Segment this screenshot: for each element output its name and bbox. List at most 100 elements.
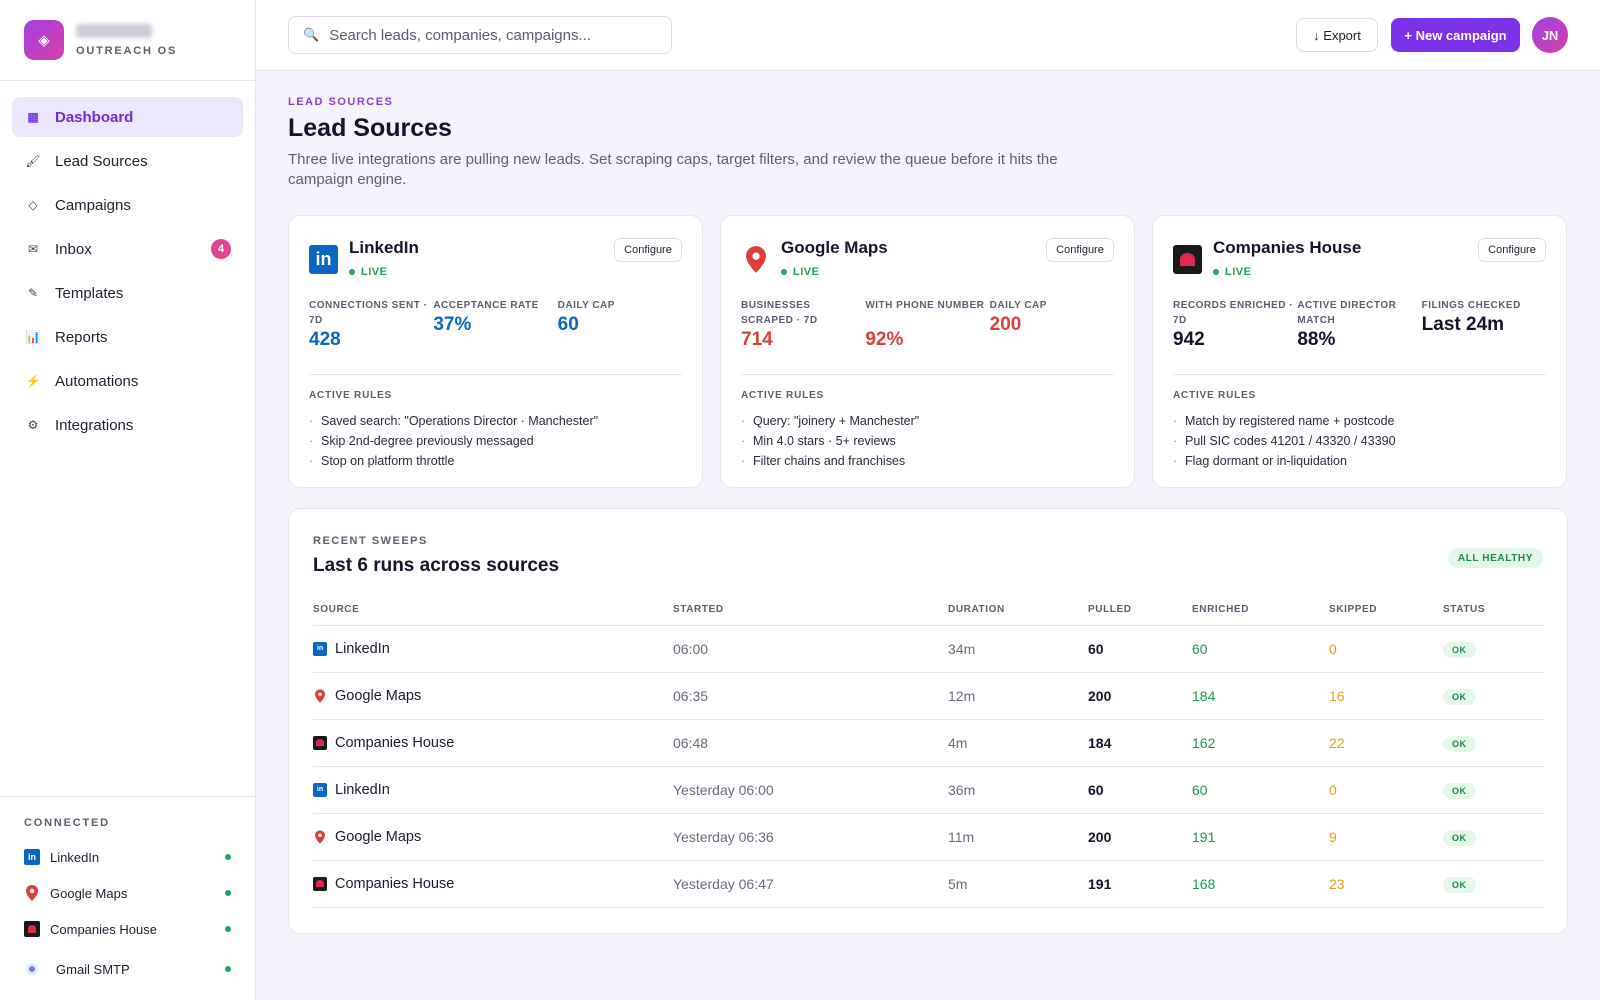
card-header: Google Maps LIVE Configure <box>741 238 1114 298</box>
source-cell: Companies House <box>313 876 673 892</box>
nav-item-templates[interactable]: ✎ Templates <box>12 273 243 313</box>
rules-title: ACTIVE RULES <box>309 390 392 401</box>
nav-item-dashboard[interactable]: ▦ Dashboard <box>12 97 243 137</box>
rule-item: Filter chains and franchises <box>741 451 1114 471</box>
connected-item-label: Companies House <box>50 921 157 937</box>
column-header[interactable]: SKIPPED <box>1329 595 1443 626</box>
connected-title: CONNECTED <box>24 817 110 829</box>
table-row[interactable]: Companies House 06:48 4m 184 162 22 OK <box>313 719 1544 767</box>
connected-item-gmail-smtp[interactable]: Gmail SMTP <box>24 951 231 987</box>
envelope-icon: ✉ <box>27 242 39 256</box>
brand-subtitle: OUTREACH OS <box>76 44 178 57</box>
metric-label: WITH PHONE NUMBER <box>865 300 985 311</box>
status-badge: OK <box>1443 829 1476 846</box>
divider <box>309 374 682 375</box>
started-cell: Yesterday 06:47 <box>673 860 948 908</box>
metric: DAILY CAP 60 <box>558 298 682 368</box>
nav-item-label: Campaigns <box>55 196 131 214</box>
pulled-cell: 60 <box>1088 625 1192 673</box>
bar-chart-icon: 📊 <box>25 330 41 344</box>
status-dot-icon <box>225 926 231 932</box>
enriched-cell: 60 <box>1192 625 1329 673</box>
table-row[interactable]: Google Maps 06:35 12m 200 184 16 OK <box>313 672 1544 720</box>
status-dot-icon <box>225 890 231 896</box>
brand-logo-icon: ◈ <box>24 20 64 60</box>
metric-label: DAILY CAP <box>557 300 615 311</box>
rules-title: ACTIVE RULES <box>1173 390 1256 401</box>
metric-label: ACTIVE DIRECTOR MATCH <box>1297 300 1397 326</box>
metric-value: Last 24m <box>1421 314 1505 335</box>
table-row[interactable]: Google Maps Yesterday 06:36 11m 200 191 … <box>313 813 1544 861</box>
search-box[interactable]: 🔍 <box>288 16 672 54</box>
nav-item-automations[interactable]: ⚡ Automations <box>12 361 243 401</box>
brand[interactable]: ◈ OUTREACH OS <box>0 0 255 81</box>
configure-button[interactable]: Configure <box>1046 238 1114 262</box>
pulled-cell: 184 <box>1088 719 1192 767</box>
nav-item-campaigns[interactable]: ◇ Campaigns <box>12 185 243 225</box>
column-header[interactable]: DURATION <box>948 595 1088 626</box>
connected-item-linkedin[interactable]: in LinkedIn <box>24 839 231 875</box>
export-button[interactable]: ↓ Export <box>1296 18 1378 52</box>
source-status: LIVE <box>1213 266 1251 278</box>
table-row[interactable]: in LinkedIn 06:00 34m 60 60 0 OK <box>313 625 1544 673</box>
nav-item-reports[interactable]: 📊 Reports <box>12 317 243 357</box>
metric-label: ACCEPTANCE RATE <box>433 300 539 311</box>
nav-item-integrations[interactable]: ⚙ Integrations <box>12 405 243 445</box>
metrics-row: RECORDS ENRICHED · 7D 942 ACTIVE DIRECTO… <box>1173 298 1546 368</box>
user-avatar[interactable]: JN <box>1532 17 1568 53</box>
metric: BUSINESSES SCRAPED · 7D 714 <box>741 298 865 368</box>
lightning-icon: ⚡ <box>25 374 41 388</box>
duration-cell: 34m <box>948 625 1088 673</box>
table-row[interactable]: in LinkedIn Yesterday 06:00 36m 60 60 0 O… <box>313 766 1544 814</box>
source-name: Google Maps <box>781 238 888 257</box>
table-header-row: SOURCE STARTED DURATION PULLED ENRICHED … <box>313 595 1544 626</box>
search-input[interactable] <box>329 26 650 44</box>
column-header[interactable]: STATUS <box>1443 595 1544 626</box>
enriched-cell: 191 <box>1192 813 1329 861</box>
metric-value: 92% <box>865 329 904 350</box>
metric: FILINGS CHECKED Last 24m <box>1422 298 1546 368</box>
pencil-icon: ✎ <box>27 286 39 300</box>
source-name: Companies House <box>1213 238 1362 257</box>
pulled-cell: 200 <box>1088 672 1192 720</box>
source-status: LIVE <box>781 266 819 278</box>
nav-item-label: Dashboard <box>55 108 134 126</box>
card-header: Companies House LIVE Configure <box>1173 238 1546 298</box>
column-header[interactable]: ENRICHED <box>1192 595 1329 626</box>
column-header[interactable]: PULLED <box>1088 595 1192 626</box>
started-cell: 06:00 <box>673 625 948 673</box>
sweeps-eyebrow: RECENT SWEEPS <box>313 535 428 547</box>
nav-item-label: Lead Sources <box>55 152 148 170</box>
column-header[interactable]: SOURCE <box>313 595 673 626</box>
duration-cell: 11m <box>948 813 1088 861</box>
map-pin-icon <box>24 885 40 901</box>
column-header[interactable]: STARTED <box>673 595 948 626</box>
connected-item-companies-house[interactable]: Companies House <box>24 911 231 947</box>
new-campaign-button[interactable]: + New campaign <box>1391 18 1520 52</box>
status-badge: OK <box>1443 876 1476 893</box>
connected-item-google-maps[interactable]: Google Maps <box>24 875 231 911</box>
source-cell: Google Maps <box>313 688 673 704</box>
metric-value: 88% <box>1297 329 1336 350</box>
rules-list: Query: "joinery + Manchester" Min 4.0 st… <box>741 411 1114 471</box>
table-row[interactable]: Companies House Yesterday 06:47 5m 191 1… <box>313 860 1544 908</box>
rule-item: Pull SIC codes 41201 / 43320 / 43390 <box>1173 431 1546 451</box>
status-dot-icon <box>225 966 231 972</box>
nav-item-inbox[interactable]: ✉ Inbox 4 <box>12 229 243 269</box>
metrics-row: BUSINESSES SCRAPED · 7D 714 WITH PHONE N… <box>741 298 1114 368</box>
divider <box>741 374 1114 375</box>
connected-item-label: Google Maps <box>50 885 128 901</box>
enriched-cell: 60 <box>1192 766 1329 814</box>
started-cell: 06:48 <box>673 719 948 767</box>
topbar: 🔍 ↓ Export + New campaign JN <box>256 0 1600 71</box>
enriched-cell: 162 <box>1192 719 1329 767</box>
source-cell: Google Maps <box>313 829 673 845</box>
configure-button[interactable]: Configure <box>614 238 682 262</box>
enriched-cell: 168 <box>1192 860 1329 908</box>
search-icon: 🔍 <box>303 27 320 42</box>
brush-icon: 🖌 <box>25 154 41 168</box>
linkedin-icon: in <box>313 641 327 656</box>
configure-button[interactable]: Configure <box>1478 238 1546 262</box>
nav-item-lead-sources[interactable]: 🖌 Lead Sources <box>12 141 243 181</box>
duration-cell: 4m <box>948 719 1088 767</box>
